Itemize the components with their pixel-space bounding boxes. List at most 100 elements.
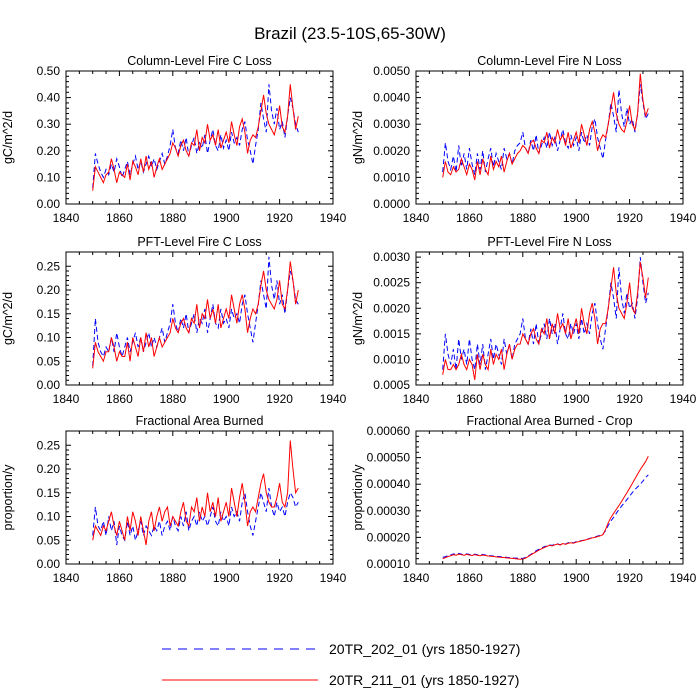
plot-frame	[65, 251, 334, 386]
panel-title: PFT-Level Fire C Loss	[137, 235, 261, 249]
figure-title: Brazil (23.5-10S,65-30W)	[254, 24, 446, 43]
y-tick-label: 0.0005	[373, 378, 410, 392]
panel-title: PFT-Level Fire N Loss	[487, 235, 611, 249]
x-tick-label: 1840	[403, 571, 430, 585]
y-axis-label: gC/m^2/d	[1, 292, 15, 345]
y-tick-label: 0.05	[37, 533, 61, 547]
panel-title: Column-Level Fire N Loss	[477, 54, 622, 68]
y-tick-label: 0.00	[37, 378, 61, 392]
y-tick-label: 0.00050	[367, 451, 411, 465]
y-tick-label: 0.0030	[373, 250, 410, 264]
y-tick-label: 0.00030	[367, 504, 411, 518]
series-line-20tr-202-01	[92, 256, 299, 367]
x-tick-label: 1900	[213, 571, 240, 585]
x-tick-label: 1840	[403, 211, 430, 225]
plot-frame	[415, 70, 684, 205]
y-tick-label: 0.00	[37, 197, 61, 211]
y-tick-label: 0.0010	[373, 170, 410, 184]
x-tick-label: 1920	[616, 211, 643, 225]
x-tick-label: 1880	[159, 211, 186, 225]
y-tick-label: 0.0010	[373, 352, 410, 366]
y-tick-label: 0.20	[37, 283, 61, 297]
y-tick-label: 0.20	[37, 462, 61, 476]
x-tick-label: 1940	[320, 211, 347, 225]
plot-frame	[415, 430, 684, 565]
panel-title: Fractional Area Burned	[136, 414, 264, 428]
y-tick-label: 0.15	[37, 486, 61, 500]
series-line-20tr-211-01	[442, 262, 649, 380]
series-line-20tr-211-01	[442, 73, 649, 181]
y-tick-label: 0.0020	[373, 301, 410, 315]
y-tick-label: 0.0025	[373, 276, 410, 290]
y-tick-label: 0.10	[37, 331, 61, 345]
panel-title: Column-Level Fire C Loss	[127, 54, 272, 68]
y-tick-label: 0.00040	[367, 477, 411, 491]
plot-frame	[65, 70, 334, 205]
x-tick-label: 1920	[266, 571, 293, 585]
series-line-20tr-202-01	[442, 474, 649, 559]
y-tick-label: 0.25	[37, 438, 61, 452]
x-tick-label: 1860	[106, 571, 133, 585]
series-line-20tr-211-01	[92, 440, 299, 546]
y-tick-label: 0.0040	[373, 91, 410, 105]
legend-label-211: 20TR_211_01 (yrs 1850-1927)	[329, 672, 519, 688]
x-tick-label: 1860	[456, 211, 483, 225]
y-tick-label: 0.25	[37, 259, 61, 273]
y-tick-label: 0.10	[37, 170, 61, 184]
x-tick-label: 1940	[670, 392, 697, 406]
panel-3: 1840 1860 1880 1900 1920 1940 0.00 0.05 0.10 0.15…	[1, 235, 347, 406]
x-tick-label: 1920	[616, 571, 643, 585]
x-tick-label: 1900	[213, 211, 240, 225]
panel-2: 1840 1860 1880 1900 1920 1940 0.0000 0.0010 0.00…	[351, 54, 697, 225]
x-tick-label: 1860	[456, 571, 483, 585]
legend-label-202: 20TR_202_01 (yrs 1850-1927)	[329, 641, 520, 657]
x-tick-label: 1860	[106, 392, 133, 406]
legend: 20TR_202_01 (yrs 1850-1927) 20TR_211_01 …	[162, 641, 520, 688]
y-tick-label: 0.0030	[373, 117, 410, 131]
x-tick-label: 1920	[266, 392, 293, 406]
series-line-20tr-211-01	[442, 456, 649, 560]
x-tick-label: 1900	[563, 392, 590, 406]
y-axis-label: proportion/y	[351, 464, 365, 531]
y-tick-label: 0.15	[37, 307, 61, 321]
y-tick-label: 0.30	[37, 117, 61, 131]
series-line-20tr-211-01	[92, 84, 299, 191]
y-tick-label: 0.0000	[373, 197, 410, 211]
x-tick-label: 1900	[563, 571, 590, 585]
y-tick-label: 0.40	[37, 91, 61, 105]
y-tick-label: 0.20	[37, 144, 61, 158]
x-tick-label: 1840	[53, 392, 80, 406]
series-line-20tr-202-01	[442, 257, 649, 370]
x-tick-label: 1900	[213, 392, 240, 406]
x-tick-label: 1880	[509, 392, 536, 406]
x-tick-label: 1880	[509, 211, 536, 225]
x-tick-label: 1940	[320, 571, 347, 585]
y-tick-label: 0.0015	[373, 327, 410, 341]
x-tick-label: 1900	[563, 211, 590, 225]
x-tick-label: 1940	[670, 211, 697, 225]
y-tick-label: 0.05	[37, 354, 61, 368]
y-axis-label: proportion/y	[1, 464, 15, 531]
x-tick-label: 1940	[320, 392, 347, 406]
x-tick-label: 1920	[616, 392, 643, 406]
x-tick-label: 1860	[456, 392, 483, 406]
panel-4: 1840 1860 1880 1900 1920 1940 0.0005 0.0010 0.00…	[351, 235, 697, 406]
series-line-20tr-211-01	[92, 261, 299, 369]
x-tick-label: 1860	[106, 211, 133, 225]
x-tick-label: 1920	[266, 211, 293, 225]
y-axis-label: gN/m^2/d	[351, 111, 365, 164]
y-axis-label: gC/m^2/d	[1, 111, 15, 164]
y-tick-label: 0.00060	[367, 424, 411, 438]
series-line-20tr-202-01	[442, 84, 649, 175]
y-tick-label: 0.00	[37, 557, 61, 571]
y-tick-label: 0.50	[37, 64, 61, 78]
panel-title: Fractional Area Burned - Crop	[466, 414, 632, 428]
y-tick-label: 0.00020	[367, 530, 411, 544]
x-tick-label: 1840	[403, 392, 430, 406]
panel-5: 1840 1860 1880 1900 1920 1940 0.00 0.05 0.10 0.15…	[1, 414, 347, 585]
x-tick-label: 1880	[159, 392, 186, 406]
y-axis-label: gN/m^2/d	[351, 292, 365, 345]
x-tick-label: 1840	[53, 571, 80, 585]
y-tick-label: 0.10	[37, 510, 61, 524]
